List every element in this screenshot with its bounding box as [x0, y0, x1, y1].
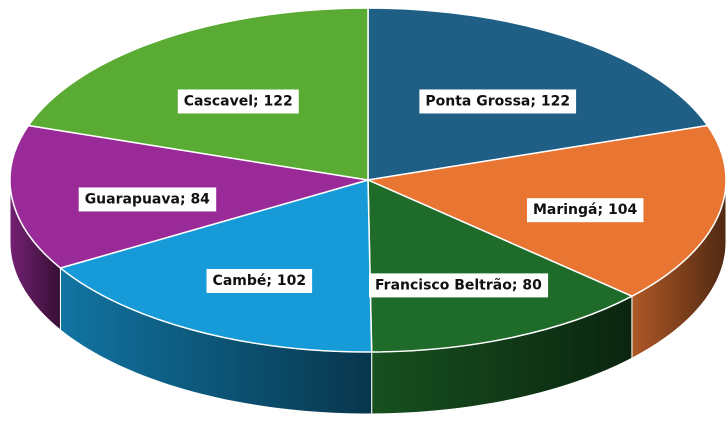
label-separator: ; — [530, 93, 540, 109]
label-background — [206, 268, 313, 293]
label-value: 122 — [264, 93, 293, 109]
label-category: Cambé — [213, 273, 267, 289]
label-separator: ; — [266, 273, 276, 289]
data-label: Maringá; 104 — [533, 202, 637, 218]
label-background — [369, 273, 549, 298]
label-separator: ; — [180, 191, 190, 207]
data-label: Guarapuava; 84 — [85, 191, 210, 207]
label-category: Maringá — [533, 202, 598, 218]
label-value: 102 — [277, 273, 306, 289]
label-background — [78, 187, 217, 212]
data-label: Cambé; 102 — [213, 273, 307, 289]
label-category: Ponta Grossa — [425, 93, 530, 109]
label-separator: ; — [512, 277, 522, 293]
slice — [58, 179, 373, 353]
label-category: Francisco Beltrão — [375, 277, 512, 293]
label-separator: ; — [598, 202, 608, 218]
label-separator: ; — [253, 93, 263, 109]
label-value: 122 — [541, 93, 570, 109]
label-value: 84 — [190, 191, 210, 207]
label-background — [177, 89, 299, 114]
data-label: Francisco Beltrão; 80 — [375, 277, 542, 293]
label-category: Cascavel — [184, 93, 253, 109]
slice — [367, 178, 634, 353]
label-value: 80 — [522, 277, 542, 293]
label-value: 104 — [608, 202, 637, 218]
label-background — [419, 89, 577, 114]
data-label: Ponta Grossa; 122 — [425, 93, 570, 109]
label-background — [526, 198, 644, 223]
data-label: Cascavel; 122 — [184, 93, 293, 109]
label-category: Guarapuava — [85, 191, 180, 207]
